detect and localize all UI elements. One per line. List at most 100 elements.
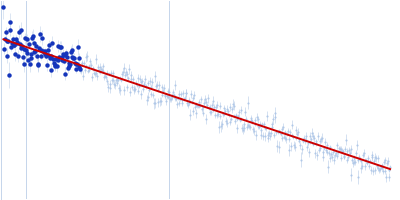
Point [58, 45, 64, 49]
Point [336, 147, 342, 150]
Point [140, 88, 146, 91]
Point [113, 79, 119, 82]
Point [212, 113, 218, 117]
Point [224, 121, 230, 125]
Point [356, 155, 362, 158]
Point [154, 88, 161, 92]
Point [143, 85, 149, 88]
Point [82, 69, 88, 72]
Point [264, 133, 271, 137]
Point [66, 64, 72, 68]
Point [176, 102, 182, 105]
Point [54, 65, 60, 68]
Point [354, 144, 360, 147]
Point [169, 96, 176, 99]
Point [11, 43, 18, 46]
Point [2, 31, 9, 34]
Point [274, 130, 281, 134]
Point [107, 87, 114, 90]
Point [43, 54, 49, 58]
Point [342, 147, 348, 150]
Point [207, 105, 214, 108]
Point [161, 86, 167, 89]
Point [320, 155, 327, 158]
Point [263, 127, 269, 130]
Point [109, 79, 115, 82]
Point [317, 147, 324, 150]
Point [340, 150, 346, 153]
Point [115, 78, 121, 81]
Point [162, 95, 168, 98]
Point [344, 158, 350, 162]
Point [276, 146, 282, 149]
Point [133, 81, 139, 84]
Point [214, 113, 220, 116]
Point [159, 86, 166, 89]
Point [374, 157, 381, 160]
Point [62, 53, 69, 57]
Point [134, 83, 140, 86]
Point [24, 51, 30, 54]
Point [88, 76, 95, 79]
Point [64, 66, 71, 70]
Point [56, 56, 62, 59]
Point [154, 83, 160, 86]
Point [190, 109, 196, 112]
Point [286, 148, 292, 152]
Point [271, 133, 277, 137]
Point [191, 93, 197, 96]
Point [347, 147, 354, 150]
Point [320, 150, 326, 154]
Point [283, 138, 290, 141]
Point [197, 103, 204, 107]
Point [230, 115, 237, 118]
Point [250, 129, 257, 133]
Point [311, 137, 317, 140]
Point [301, 136, 307, 139]
Point [334, 144, 341, 147]
Point [267, 135, 273, 138]
Point [38, 55, 45, 58]
Point [198, 98, 204, 101]
Point [261, 135, 268, 138]
Point [13, 38, 19, 41]
Point [28, 56, 34, 60]
Point [193, 112, 200, 115]
Point [82, 56, 89, 59]
Point [96, 69, 102, 72]
Point [224, 107, 230, 110]
Point [284, 132, 290, 136]
Point [134, 76, 141, 80]
Point [26, 42, 32, 45]
Point [248, 117, 255, 120]
Point [282, 137, 289, 140]
Point [233, 114, 239, 117]
Point [164, 89, 171, 92]
Point [45, 54, 52, 57]
Point [188, 92, 194, 95]
Point [328, 153, 334, 156]
Point [206, 110, 213, 113]
Point [331, 149, 338, 152]
Point [67, 62, 73, 66]
Point [213, 103, 220, 106]
Point [92, 73, 98, 76]
Point [292, 145, 298, 148]
Point [50, 57, 56, 61]
Point [250, 127, 256, 131]
Point [360, 154, 366, 157]
Point [209, 103, 215, 107]
Point [234, 117, 240, 120]
Point [71, 56, 77, 59]
Point [136, 84, 142, 87]
Point [116, 77, 123, 80]
Point [359, 164, 366, 168]
Point [8, 45, 14, 48]
Point [149, 80, 156, 84]
Point [15, 54, 21, 58]
Point [249, 120, 255, 123]
Point [83, 64, 90, 68]
Point [215, 113, 221, 116]
Point [216, 104, 223, 107]
Point [126, 90, 133, 93]
